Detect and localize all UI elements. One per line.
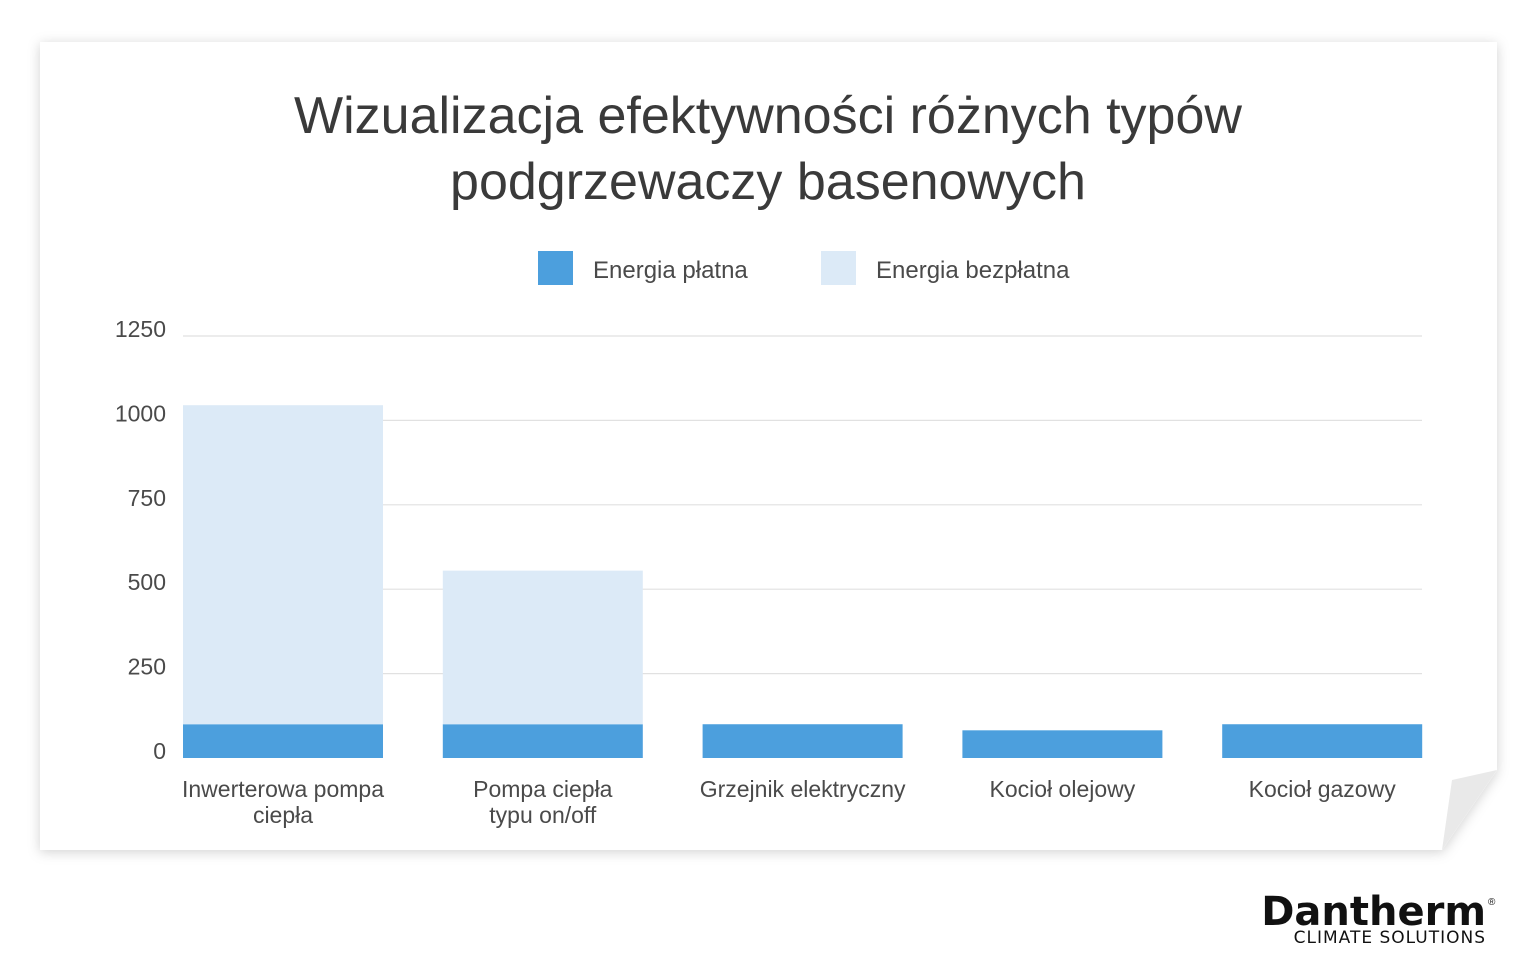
dantherm-logo: Dantherm ® CLIMATE SOLUTIONS (1261, 889, 1496, 948)
bar-segment (702, 724, 903, 758)
chart-title: Wizualizacja efektywności różnych typów p… (294, 87, 1242, 211)
y-tick-label: 500 (128, 569, 166, 595)
bar-segment (442, 570, 643, 725)
y-axis: 0 250 500 750 1000 1250 (115, 316, 166, 764)
logo-tagline: CLIMATE SOLUTIONS (1294, 928, 1486, 948)
y-tick-label: 750 (128, 485, 166, 511)
paper-fold (1442, 770, 1497, 850)
x-tick-label: Kocioł olejowy (990, 776, 1136, 802)
legend-swatch (821, 251, 856, 285)
bar-segment (1222, 724, 1423, 758)
chart-title-line: Wizualizacja efektywności różnych typów (294, 87, 1242, 145)
bar-segment (442, 724, 643, 758)
bar-segment (183, 724, 383, 758)
x-tick-label: Pompa ciepła (473, 776, 613, 802)
legend-label: Energia bezpłatna (876, 257, 1070, 284)
logo-registered: ® (1488, 897, 1496, 908)
grid (183, 335, 1422, 675)
bars (183, 405, 1423, 758)
logo-name: Dantherm (1261, 889, 1486, 935)
x-tick-label: Grzejnik elektryczny (700, 776, 906, 802)
legend-swatch (538, 251, 573, 285)
x-tick-label: ciepła (253, 802, 313, 828)
y-tick-label: 1000 (115, 400, 166, 426)
x-tick-label: Kocioł gazowy (1249, 776, 1397, 802)
legend-label: Energia płatna (593, 257, 748, 284)
x-tick-label: typu on/off (489, 802, 597, 828)
chart-title-line: podgrzewaczy basenowych (450, 153, 1086, 211)
bar-segment (183, 405, 383, 725)
paper-background (40, 42, 1497, 850)
legend: Energia płatna Energia bezpłatna (538, 251, 1070, 285)
y-tick-label: 1250 (115, 316, 166, 342)
x-tick-label: Inwerterowa pompa (182, 776, 384, 802)
y-tick-label: 0 (153, 738, 166, 764)
y-tick-label: 250 (128, 654, 166, 680)
bar-segment (962, 730, 1163, 758)
